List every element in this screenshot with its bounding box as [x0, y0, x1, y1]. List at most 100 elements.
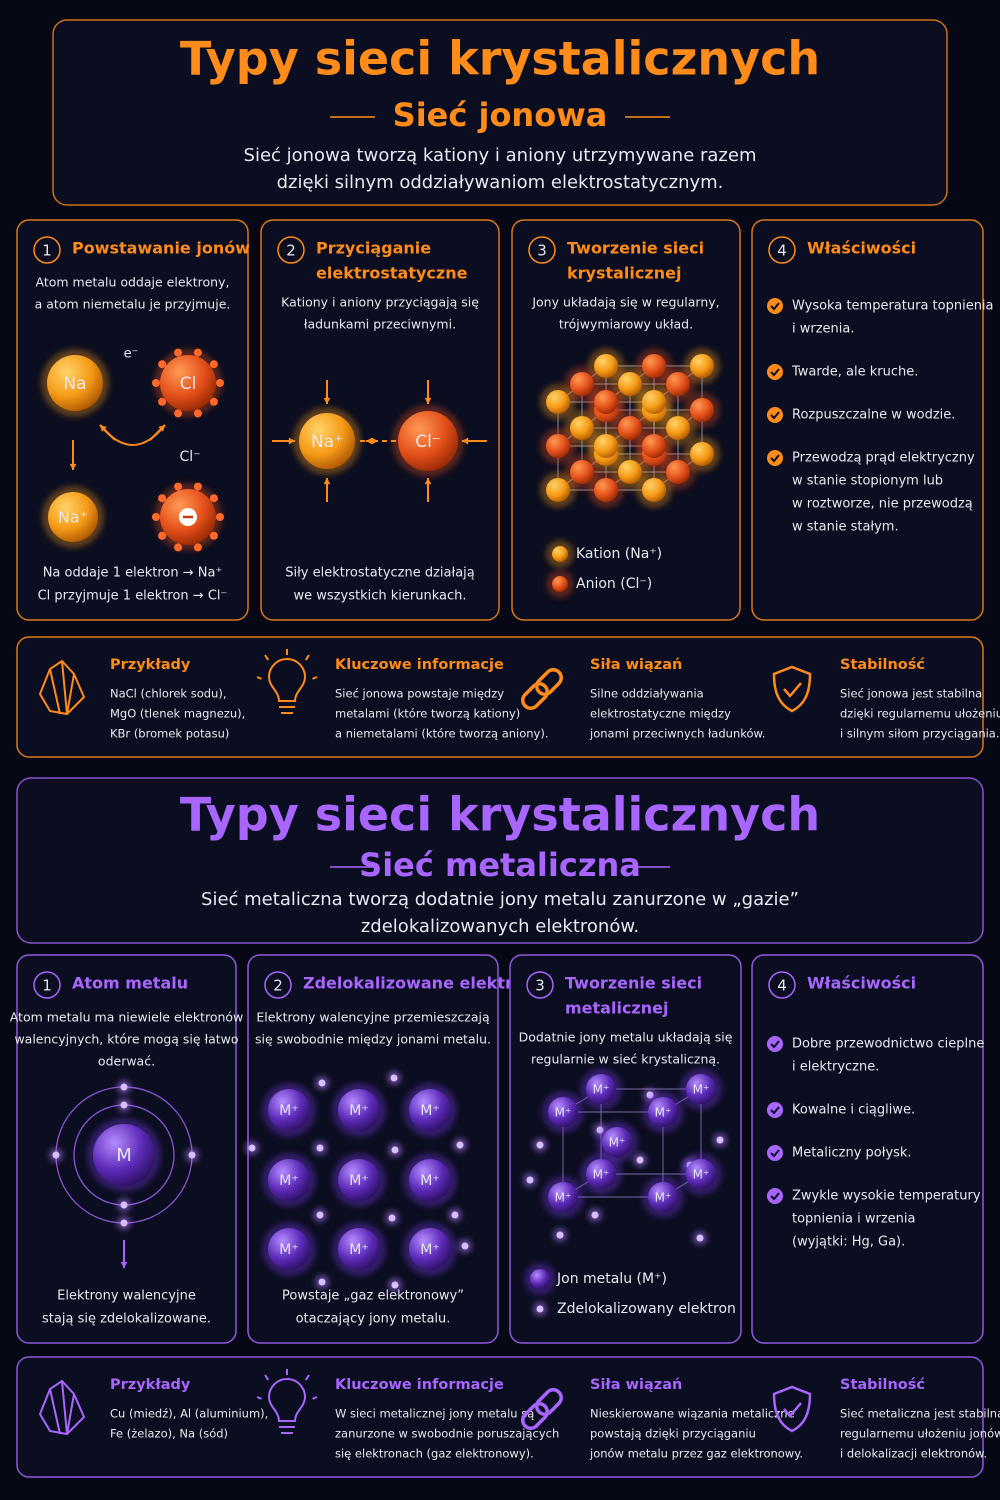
step-text: ładunkami przeciwnymi.: [304, 317, 456, 332]
ion: [648, 1182, 678, 1212]
step-footer: Powstaje „gaz elektronowy”: [282, 1289, 464, 1304]
ion: [666, 460, 690, 484]
electron: [390, 1074, 398, 1082]
ion: [552, 546, 568, 562]
step-number-circle: [277, 236, 305, 264]
ion-label: M⁺: [693, 1083, 710, 1097]
arrow-head: [366, 437, 373, 445]
ion-spike: [209, 397, 218, 406]
legend-label: Anion (Cl⁻): [576, 576, 652, 592]
section-subtitle: Sieć metaliczna: [359, 846, 641, 884]
ion-label: M⁺: [279, 1242, 298, 1258]
ion-spike: [158, 397, 167, 406]
property-text: Przewodzą prąd elektryczny: [792, 451, 975, 466]
step-title: Zdelokalizowane elektrony: [303, 974, 546, 993]
ion-spike: [158, 360, 167, 369]
info-text: KBr (bromek potasu): [110, 727, 229, 741]
section-description: dzięki silnym oddziaływaniom elektrostat…: [277, 172, 724, 193]
info-text: powstają dzięki przyciąganiu: [590, 1427, 756, 1441]
info-text: elektrostatyczne między: [590, 707, 731, 721]
step-title: metalicznej: [565, 999, 668, 1018]
ion-spike: [152, 513, 160, 521]
electron: [120, 1201, 128, 1209]
icon-ray: [264, 1374, 270, 1381]
step-number-circle: [33, 971, 61, 999]
property-text: Metaliczny połysk.: [792, 1146, 912, 1161]
legend-label: Kation (Na⁺): [576, 546, 662, 562]
property-text: (wyjątki: Hg, Ga).: [792, 1235, 905, 1250]
icon-shield: [772, 1385, 812, 1433]
legend-label: Jon metalu (M⁺): [556, 1271, 667, 1287]
step-text: Atom metalu ma niewiele elektronów: [10, 1010, 244, 1025]
ion-spike: [209, 494, 218, 503]
electron: [696, 1234, 704, 1242]
ion: [686, 1074, 716, 1104]
ion-label: M⁺: [593, 1083, 610, 1097]
header-panel: [52, 19, 948, 206]
property-text: i wrzenia.: [792, 322, 855, 337]
ion-spike: [174, 348, 183, 357]
ion-spike: [193, 409, 202, 418]
arrow-head: [323, 478, 331, 485]
ion: [546, 434, 570, 458]
check-circle: [767, 1188, 783, 1204]
icon-ray: [304, 654, 310, 661]
ion-spike: [193, 348, 202, 357]
ion-label: M⁺: [693, 1168, 710, 1182]
ion-label: M⁺: [555, 1191, 572, 1205]
ion: [546, 390, 570, 414]
check-circle: [767, 1036, 783, 1052]
ion-spike: [216, 513, 224, 521]
step-title: Właściwości: [807, 974, 916, 993]
icon-ray: [256, 1396, 262, 1400]
ion: [546, 478, 570, 502]
property-text: Rozpuszczalne w wodzie.: [792, 408, 955, 423]
info-text: metalami (które tworzą kationy): [335, 707, 520, 721]
ion: [570, 416, 594, 440]
electron: [120, 1219, 128, 1227]
step-text: a atom niemetalu je przyjmuje.: [35, 297, 231, 312]
property-text: Dobre przewodnictwo cieplne: [792, 1037, 984, 1052]
step-number-circle: [526, 971, 554, 999]
check-mark: [770, 302, 780, 311]
check-circle: [767, 1145, 783, 1161]
ion-label: M: [116, 1145, 132, 1166]
ion: [648, 1097, 678, 1127]
check-circle: [767, 450, 783, 466]
ion-spike: [152, 379, 160, 387]
step-text: Kationy i aniony przyciągają się: [281, 295, 479, 310]
info-text: dzięki regularnemu ułożeniu jonów: [840, 707, 1000, 721]
section-description: Sieć jonowa tworzą kationy i aniony utrz…: [244, 145, 757, 166]
step-card: [751, 954, 984, 1344]
ion: [47, 355, 103, 411]
step-text: się swobodnie między jonami metalu.: [255, 1032, 491, 1047]
step-number: 2: [273, 977, 283, 995]
electron: [536, 1141, 544, 1149]
section-description: Sieć metaliczna tworzą dodatnie jony met…: [201, 889, 799, 910]
ion: [299, 413, 355, 469]
info-text: Sieć metaliczna jest stabilna dzięki: [840, 1407, 1000, 1421]
property-text: w roztworze, nie przewodzą: [792, 497, 973, 512]
electron: [461, 1242, 469, 1250]
info-text: Fe (żelazo), Na (sód): [110, 1427, 228, 1441]
icon-crystal: [38, 1379, 86, 1436]
step-text: trójwymiarowy układ.: [559, 317, 693, 332]
ion: [642, 390, 666, 414]
section-title: Typy sieci krystalicznych: [180, 788, 820, 842]
property-text: i elektryczne.: [792, 1060, 879, 1075]
ion-label: M⁺: [279, 1173, 298, 1189]
ion-spike: [216, 379, 224, 387]
ion-label: Cl⁻: [415, 432, 441, 452]
icon-ray: [256, 676, 262, 680]
check-circle: [767, 1102, 783, 1118]
icon-chain: [521, 1402, 549, 1430]
check-mark: [770, 368, 780, 377]
step-text: Dodatnie jony metalu układają się: [519, 1030, 733, 1045]
property-text: Wysoka temperatura topnienia: [792, 299, 994, 314]
ion-label: M⁺: [655, 1106, 672, 1120]
info-text: się elektronach (gaz elektronowy).: [335, 1447, 534, 1461]
section-description: zdelokalizowanych elektronów.: [361, 916, 639, 937]
info-title: Stabilność: [840, 1377, 925, 1393]
step-number-circle: [264, 971, 292, 999]
